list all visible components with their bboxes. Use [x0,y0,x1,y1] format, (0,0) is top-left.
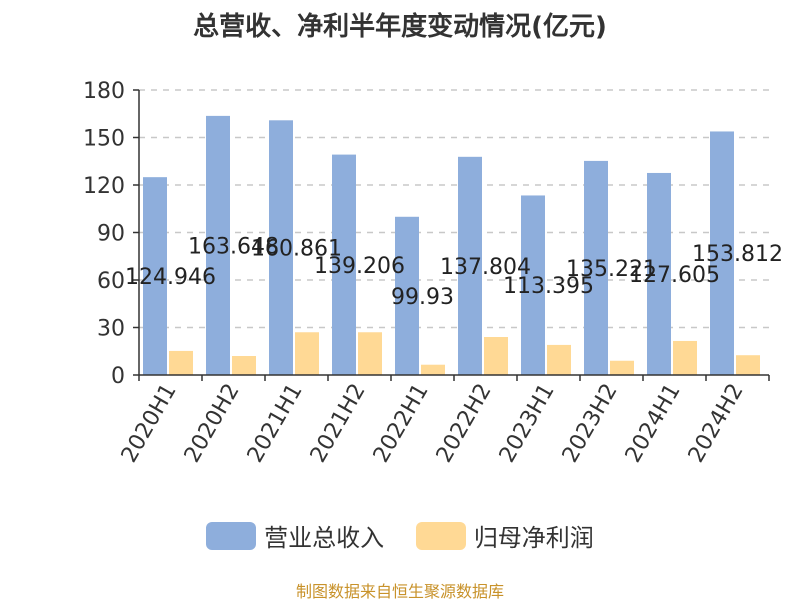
bar-revenue [584,160,608,375]
bar-revenue [521,195,545,375]
x-tick-label: 2024H2 [684,380,749,467]
source-footer: 制图数据来自恒生聚源数据库 [295,582,504,600]
y-tick-label: 30 [97,317,125,342]
data-label-revenue: 124.946 [125,265,216,290]
data-label-revenue: 127.605 [629,263,720,288]
data-label-revenue: 139.206 [314,254,405,279]
y-tick-label: 150 [83,127,125,152]
legend-swatch-net-profit [415,521,466,550]
y-tick-label: 0 [111,364,125,389]
legend-label-revenue: 营业总收入 [264,524,385,552]
y-tick-label: 90 [97,222,125,247]
legend-item-net-profit[interactable]: 归母净利润 [415,518,594,553]
chart-title: 总营收、净利半年度变动情况(亿元) [193,12,607,42]
bar-net-profit [169,350,193,375]
bar-revenue [458,156,482,375]
data-label-revenue: 99.93 [391,285,454,310]
bar-revenue [647,172,671,375]
data-label-revenue: 163.648 [188,234,279,259]
data-label-revenue: 153.812 [692,242,783,267]
bar-net-profit [547,344,571,375]
bar-net-profit [484,337,508,375]
bar-net-profit [736,355,760,375]
bar-revenue [269,120,293,376]
bar-revenue [206,115,230,376]
data-label-revenue: 137.804 [440,255,531,280]
legend-label-net-profit: 归母净利润 [473,524,594,552]
data-label-revenue: 113.395 [503,274,594,299]
legend: 营业总收入 归母净利润 [0,518,800,556]
x-tick-label: 2021H1 [243,380,308,467]
x-tick-label: 2021H2 [306,380,371,467]
data-label-revenue: 135.221 [566,257,657,282]
x-tick-label: 2020H1 [117,380,182,467]
bar-revenue [332,154,356,375]
bar-net-profit [358,332,382,375]
x-tick-label: 2024H1 [621,380,686,467]
legend-item-revenue[interactable]: 营业总收入 [206,518,384,553]
x-tick-label: 2023H1 [495,380,560,467]
data-label-revenue: 160.861 [251,237,342,262]
x-tick-label: 2023H2 [558,380,623,467]
x-tick-label: 2022H1 [369,380,434,467]
bar-net-profit [610,360,634,375]
bar-net-profit [673,340,697,375]
bar-net-profit [421,364,445,375]
legend-swatch-revenue [206,521,257,550]
bar-net-profit [295,332,319,375]
x-tick-label: 2020H2 [180,380,245,467]
bar-revenue [710,131,734,375]
bar-revenue [395,216,419,375]
y-tick-label: 120 [83,174,125,199]
x-tick-label: 2022H2 [432,380,497,467]
bar-net-profit [232,356,256,375]
y-tick-label: 180 [83,79,125,104]
y-tick-label: 60 [97,269,125,294]
bar-revenue [143,177,167,375]
